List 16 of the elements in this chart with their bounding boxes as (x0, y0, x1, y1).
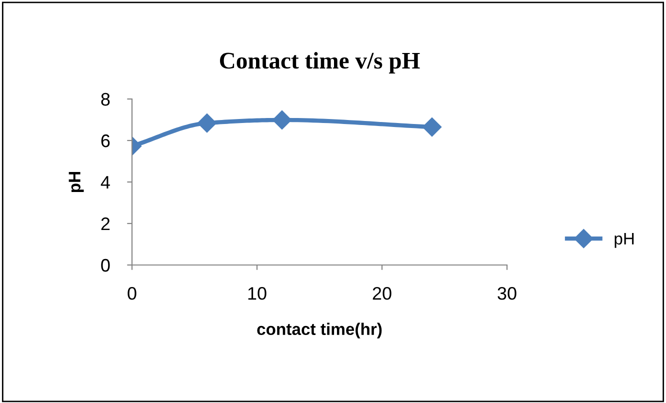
x-tick-label: 30 (498, 287, 516, 300)
chart-title: Contact time v/s pH (220, 52, 420, 74)
y-tick-label: 2 (101, 217, 110, 230)
y-tick-label: 6 (101, 134, 110, 148)
x-tick-label: 10 (248, 287, 266, 300)
y-tick-label: 8 (101, 92, 110, 106)
y-tick-label: 4 (100, 176, 110, 189)
point (197, 114, 217, 133)
y-tick-label: 0 (101, 258, 110, 272)
point (422, 117, 442, 137)
x-tick-label: 0 (128, 287, 136, 300)
x-axis-title: contact time(hr) (257, 322, 382, 338)
x-tick-label: 20 (372, 287, 392, 300)
y-axis-title: pH (68, 172, 84, 192)
legend-label: pH (614, 232, 634, 248)
point (272, 110, 292, 130)
